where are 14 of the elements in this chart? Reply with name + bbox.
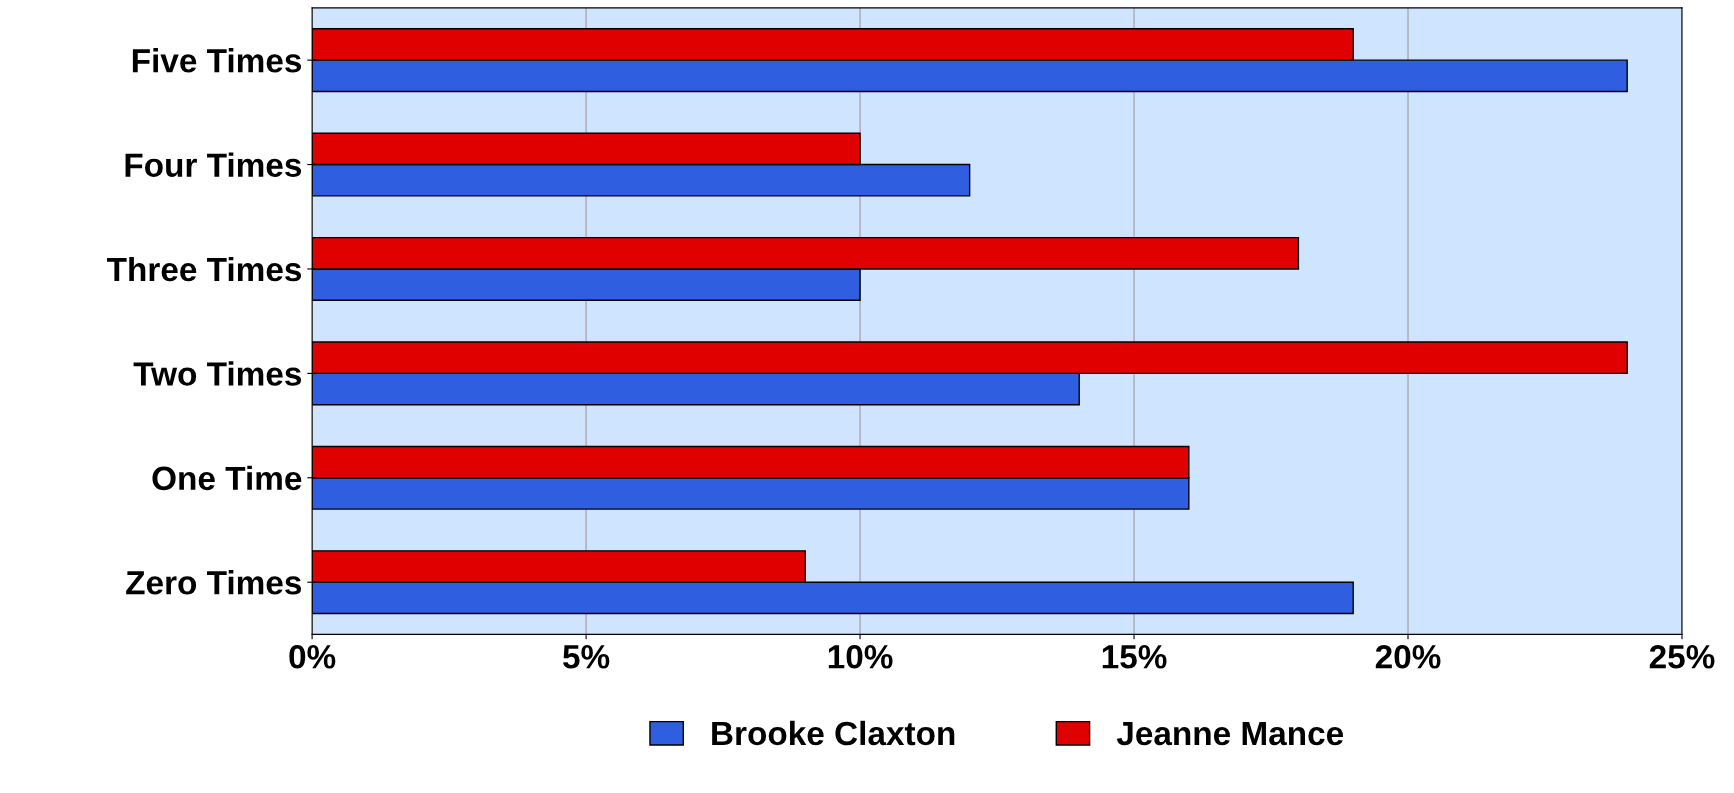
y-tick-label: Zero Times [126, 570, 302, 595]
y-tick-label: Five Times [132, 48, 302, 73]
y-tick-label: Four Times [125, 152, 302, 177]
legend-label: Jeanne Mance [1116, 722, 1344, 746]
x-tick-label: 25% [1649, 645, 1715, 669]
x-tick-label: 15% [1102, 645, 1167, 669]
x-tick-label: 20% [1375, 645, 1441, 669]
x-tick-label: 0% [289, 645, 336, 669]
x-tick-label: 5% [563, 645, 610, 669]
x-tick-label: 10% [828, 645, 893, 669]
y-tick-label: Three Times [107, 256, 302, 282]
y-tick-label: Two Times [133, 361, 302, 386]
y-tick-label: One Time [152, 465, 302, 491]
legend-label: Brooke Claxton [712, 720, 955, 746]
